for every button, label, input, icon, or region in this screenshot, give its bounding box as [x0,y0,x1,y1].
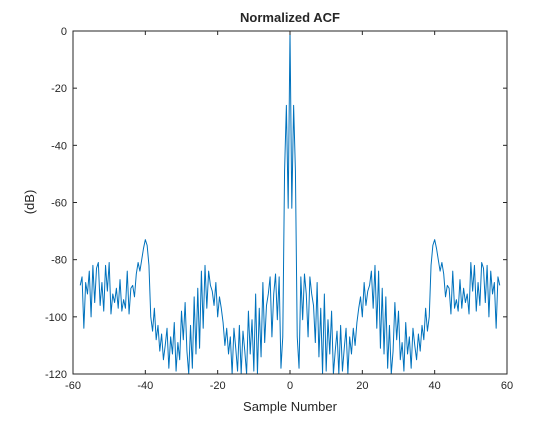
y-axis: 0 -20 -40 -60 -80 -100 -120 [45,26,507,381]
x-axis: -60 -40 -20 0 20 40 60 [65,31,513,392]
x-axis-label: Sample Number [243,399,338,414]
plot-area [73,31,507,374]
chart-title: Normalized ACF [240,10,340,25]
y-tick-label: -60 [51,198,67,210]
x-tick-label: 0 [287,380,293,392]
x-tick-label: 60 [501,380,513,392]
y-tick-label: -120 [45,369,67,381]
x-tick-label: 40 [429,380,441,392]
x-tick-label: -40 [137,380,153,392]
y-tick-label: -80 [51,255,67,267]
y-tick-label: -40 [51,140,67,152]
x-tick-label: -20 [210,380,226,392]
y-tick-label: -100 [45,312,67,324]
y-tick-label: -20 [51,83,67,95]
y-tick-label: 0 [61,26,67,38]
x-tick-label: 20 [356,380,368,392]
x-tick-label: -60 [65,380,81,392]
y-axis-label: (dB) [22,190,37,215]
